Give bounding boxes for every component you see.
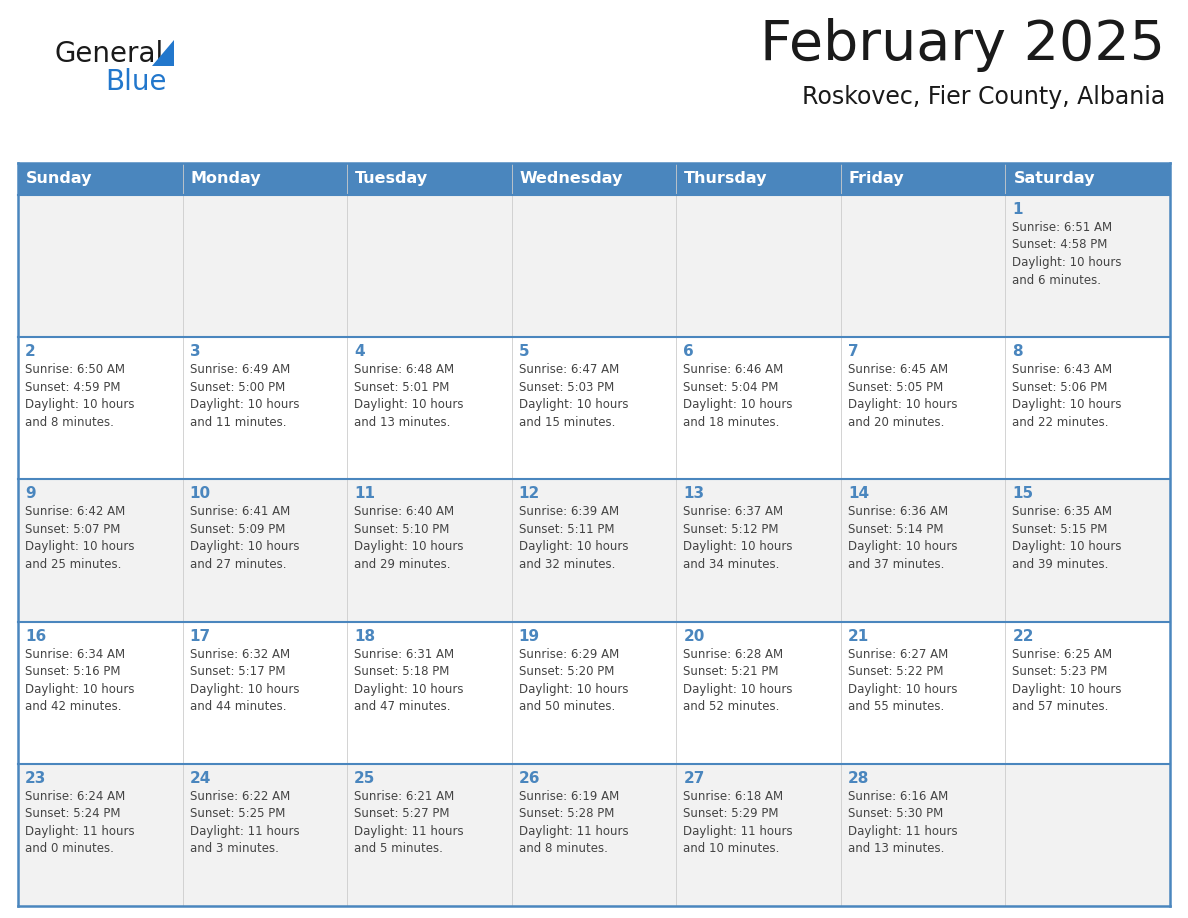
Text: 14: 14: [848, 487, 868, 501]
Text: Sunrise: 6:51 AM
Sunset: 4:58 PM
Daylight: 10 hours
and 6 minutes.: Sunrise: 6:51 AM Sunset: 4:58 PM Dayligh…: [1012, 221, 1121, 286]
Text: Sunrise: 6:25 AM
Sunset: 5:23 PM
Daylight: 10 hours
and 57 minutes.: Sunrise: 6:25 AM Sunset: 5:23 PM Dayligh…: [1012, 647, 1121, 713]
Text: 16: 16: [25, 629, 46, 644]
Text: Sunrise: 6:32 AM
Sunset: 5:17 PM
Daylight: 10 hours
and 44 minutes.: Sunrise: 6:32 AM Sunset: 5:17 PM Dayligh…: [190, 647, 299, 713]
Bar: [347, 163, 512, 195]
Bar: [676, 163, 841, 195]
Text: Sunrise: 6:49 AM
Sunset: 5:00 PM
Daylight: 10 hours
and 11 minutes.: Sunrise: 6:49 AM Sunset: 5:00 PM Dayligh…: [190, 364, 299, 429]
Text: Wednesday: Wednesday: [519, 172, 623, 186]
Text: Sunrise: 6:21 AM
Sunset: 5:27 PM
Daylight: 11 hours
and 5 minutes.: Sunrise: 6:21 AM Sunset: 5:27 PM Dayligh…: [354, 789, 463, 856]
Text: Sunrise: 6:40 AM
Sunset: 5:10 PM
Daylight: 10 hours
and 29 minutes.: Sunrise: 6:40 AM Sunset: 5:10 PM Dayligh…: [354, 506, 463, 571]
Text: Roskovec, Fier County, Albania: Roskovec, Fier County, Albania: [802, 85, 1165, 109]
Text: Friday: Friday: [849, 172, 904, 186]
Text: Sunrise: 6:29 AM
Sunset: 5:20 PM
Daylight: 10 hours
and 50 minutes.: Sunrise: 6:29 AM Sunset: 5:20 PM Dayligh…: [519, 647, 628, 713]
Text: 27: 27: [683, 771, 704, 786]
Polygon shape: [152, 40, 173, 66]
Text: 12: 12: [519, 487, 541, 501]
Text: 25: 25: [354, 771, 375, 786]
Text: Sunrise: 6:24 AM
Sunset: 5:24 PM
Daylight: 11 hours
and 0 minutes.: Sunrise: 6:24 AM Sunset: 5:24 PM Dayligh…: [25, 789, 134, 856]
Text: Sunrise: 6:34 AM
Sunset: 5:16 PM
Daylight: 10 hours
and 42 minutes.: Sunrise: 6:34 AM Sunset: 5:16 PM Dayligh…: [25, 647, 134, 713]
Text: Sunrise: 6:31 AM
Sunset: 5:18 PM
Daylight: 10 hours
and 47 minutes.: Sunrise: 6:31 AM Sunset: 5:18 PM Dayligh…: [354, 647, 463, 713]
Bar: [18, 195, 1170, 337]
Text: 10: 10: [190, 487, 210, 501]
Text: Sunrise: 6:27 AM
Sunset: 5:22 PM
Daylight: 10 hours
and 55 minutes.: Sunrise: 6:27 AM Sunset: 5:22 PM Dayligh…: [848, 647, 958, 713]
Text: 5: 5: [519, 344, 530, 359]
Text: Sunrise: 6:18 AM
Sunset: 5:29 PM
Daylight: 11 hours
and 10 minutes.: Sunrise: 6:18 AM Sunset: 5:29 PM Dayligh…: [683, 789, 792, 856]
Text: Sunrise: 6:28 AM
Sunset: 5:21 PM
Daylight: 10 hours
and 52 minutes.: Sunrise: 6:28 AM Sunset: 5:21 PM Dayligh…: [683, 647, 792, 713]
Text: Sunrise: 6:19 AM
Sunset: 5:28 PM
Daylight: 11 hours
and 8 minutes.: Sunrise: 6:19 AM Sunset: 5:28 PM Dayligh…: [519, 789, 628, 856]
Text: Sunrise: 6:16 AM
Sunset: 5:30 PM
Daylight: 11 hours
and 13 minutes.: Sunrise: 6:16 AM Sunset: 5:30 PM Dayligh…: [848, 789, 958, 856]
Text: 4: 4: [354, 344, 365, 359]
Text: Saturday: Saturday: [1013, 172, 1095, 186]
Text: 3: 3: [190, 344, 201, 359]
Text: 2: 2: [25, 344, 36, 359]
Text: 17: 17: [190, 629, 210, 644]
Bar: [512, 163, 676, 195]
Bar: [183, 163, 347, 195]
Bar: [18, 764, 1170, 906]
Text: 6: 6: [683, 344, 694, 359]
Text: 8: 8: [1012, 344, 1023, 359]
Text: Sunrise: 6:41 AM
Sunset: 5:09 PM
Daylight: 10 hours
and 27 minutes.: Sunrise: 6:41 AM Sunset: 5:09 PM Dayligh…: [190, 506, 299, 571]
Text: 20: 20: [683, 629, 704, 644]
Text: 9: 9: [25, 487, 36, 501]
Text: Sunrise: 6:35 AM
Sunset: 5:15 PM
Daylight: 10 hours
and 39 minutes.: Sunrise: 6:35 AM Sunset: 5:15 PM Dayligh…: [1012, 506, 1121, 571]
Text: Sunrise: 6:50 AM
Sunset: 4:59 PM
Daylight: 10 hours
and 8 minutes.: Sunrise: 6:50 AM Sunset: 4:59 PM Dayligh…: [25, 364, 134, 429]
Text: Sunrise: 6:47 AM
Sunset: 5:03 PM
Daylight: 10 hours
and 15 minutes.: Sunrise: 6:47 AM Sunset: 5:03 PM Dayligh…: [519, 364, 628, 429]
Text: Sunday: Sunday: [26, 172, 93, 186]
Text: 23: 23: [25, 771, 46, 786]
Text: Sunrise: 6:43 AM
Sunset: 5:06 PM
Daylight: 10 hours
and 22 minutes.: Sunrise: 6:43 AM Sunset: 5:06 PM Dayligh…: [1012, 364, 1121, 429]
Text: Thursday: Thursday: [684, 172, 767, 186]
Text: 21: 21: [848, 629, 870, 644]
Bar: [18, 337, 1170, 479]
Text: Sunrise: 6:46 AM
Sunset: 5:04 PM
Daylight: 10 hours
and 18 minutes.: Sunrise: 6:46 AM Sunset: 5:04 PM Dayligh…: [683, 364, 792, 429]
Text: 18: 18: [354, 629, 375, 644]
Text: Sunrise: 6:22 AM
Sunset: 5:25 PM
Daylight: 11 hours
and 3 minutes.: Sunrise: 6:22 AM Sunset: 5:25 PM Dayligh…: [190, 789, 299, 856]
Text: 28: 28: [848, 771, 870, 786]
Text: 26: 26: [519, 771, 541, 786]
Text: February 2025: February 2025: [760, 18, 1165, 72]
Text: 22: 22: [1012, 629, 1034, 644]
Text: Sunrise: 6:36 AM
Sunset: 5:14 PM
Daylight: 10 hours
and 37 minutes.: Sunrise: 6:36 AM Sunset: 5:14 PM Dayligh…: [848, 506, 958, 571]
Text: Tuesday: Tuesday: [355, 172, 428, 186]
Text: Sunrise: 6:48 AM
Sunset: 5:01 PM
Daylight: 10 hours
and 13 minutes.: Sunrise: 6:48 AM Sunset: 5:01 PM Dayligh…: [354, 364, 463, 429]
Bar: [18, 621, 1170, 764]
Text: 13: 13: [683, 487, 704, 501]
Bar: [841, 163, 1005, 195]
Text: Sunrise: 6:39 AM
Sunset: 5:11 PM
Daylight: 10 hours
and 32 minutes.: Sunrise: 6:39 AM Sunset: 5:11 PM Dayligh…: [519, 506, 628, 571]
Text: 24: 24: [190, 771, 211, 786]
Text: 11: 11: [354, 487, 375, 501]
Text: 15: 15: [1012, 487, 1034, 501]
Text: Sunrise: 6:42 AM
Sunset: 5:07 PM
Daylight: 10 hours
and 25 minutes.: Sunrise: 6:42 AM Sunset: 5:07 PM Dayligh…: [25, 506, 134, 571]
Text: 7: 7: [848, 344, 859, 359]
Bar: [18, 163, 183, 195]
Text: Monday: Monday: [190, 172, 261, 186]
Text: Sunrise: 6:37 AM
Sunset: 5:12 PM
Daylight: 10 hours
and 34 minutes.: Sunrise: 6:37 AM Sunset: 5:12 PM Dayligh…: [683, 506, 792, 571]
Text: Sunrise: 6:45 AM
Sunset: 5:05 PM
Daylight: 10 hours
and 20 minutes.: Sunrise: 6:45 AM Sunset: 5:05 PM Dayligh…: [848, 364, 958, 429]
Text: 19: 19: [519, 629, 539, 644]
Text: 1: 1: [1012, 202, 1023, 217]
Text: General: General: [55, 40, 164, 68]
Bar: [1005, 163, 1170, 195]
Bar: [18, 479, 1170, 621]
Text: Blue: Blue: [105, 68, 166, 96]
